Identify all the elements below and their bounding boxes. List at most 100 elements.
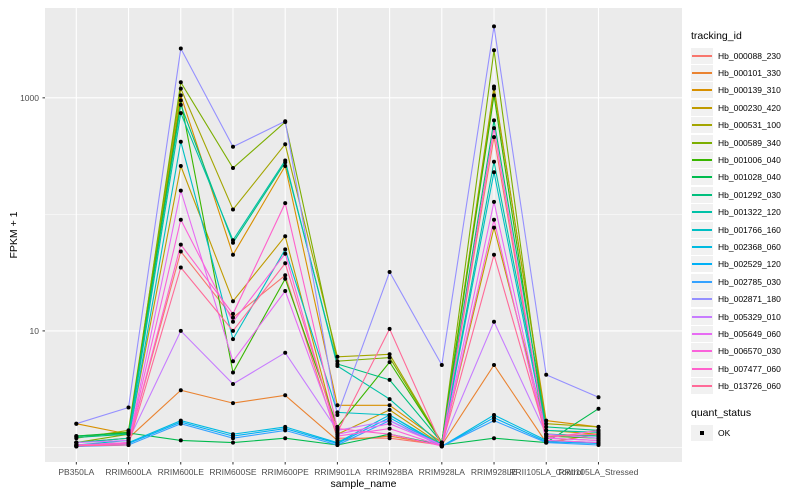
legend-line-icon xyxy=(692,141,712,144)
legend-line-icon xyxy=(692,245,712,248)
data-point xyxy=(387,426,392,431)
data-point xyxy=(492,170,496,175)
legend-line-icon xyxy=(692,298,712,301)
data-point xyxy=(283,158,288,163)
legend-line-icon xyxy=(692,89,712,92)
data-point xyxy=(387,377,392,382)
data-point xyxy=(231,401,235,406)
data-point xyxy=(387,270,392,274)
data-point xyxy=(178,93,183,98)
quant-status-legend: quant_status OK xyxy=(691,407,799,441)
panel-background xyxy=(45,8,682,462)
legend-line-icon xyxy=(692,332,712,335)
legend-item-label: Hb_000230_420 xyxy=(718,102,781,113)
data-point xyxy=(283,119,288,124)
data-point xyxy=(283,276,288,281)
legend-item-label: Hb_000589_340 xyxy=(718,137,781,148)
legend-item-label: Hb_000088_230 xyxy=(718,50,781,61)
legend-item-Hb_000101_330: Hb_000101_330 xyxy=(691,64,799,82)
x-tick-label: RRIM600LE xyxy=(157,467,204,477)
legend-line-icon xyxy=(692,228,712,231)
legend-item-Hb_005329_010: Hb_005329_010 xyxy=(691,308,799,325)
data-point xyxy=(492,252,496,257)
data-point xyxy=(126,443,131,447)
x-tick-label: RRIM600SE xyxy=(209,467,257,477)
data-point xyxy=(74,443,79,448)
data-point xyxy=(231,337,235,342)
data-point xyxy=(74,421,79,426)
legend-line-icon xyxy=(692,106,712,109)
data-point xyxy=(231,319,235,324)
data-point xyxy=(387,403,392,408)
data-point xyxy=(178,421,183,426)
data-point xyxy=(283,273,288,278)
data-point xyxy=(492,363,496,367)
data-point xyxy=(178,242,183,247)
data-point xyxy=(231,370,235,375)
data-point xyxy=(178,80,183,85)
data-point xyxy=(544,424,549,429)
y-tick-label: 10 xyxy=(29,325,39,336)
data-point xyxy=(387,415,392,420)
legend-key-swatch xyxy=(691,117,713,134)
data-point xyxy=(335,430,340,435)
data-point xyxy=(231,315,235,320)
data-point xyxy=(335,403,340,408)
legend-key-swatch xyxy=(691,82,713,99)
data-point xyxy=(335,364,340,368)
legend-items: Hb_000088_230 Hb_000101_330 Hb_000139_310 H… xyxy=(691,47,799,395)
legend-key-swatch xyxy=(691,360,713,377)
legend-item-Hb_001006_040: Hb_001006_040 xyxy=(691,151,799,169)
data-point xyxy=(492,93,496,98)
data-point xyxy=(387,418,392,423)
data-point xyxy=(178,188,183,193)
data-point xyxy=(492,24,496,29)
data-point xyxy=(387,352,392,357)
data-point xyxy=(283,436,288,441)
data-point xyxy=(126,432,131,437)
legend-item-label: Hb_002529_120 xyxy=(718,259,781,270)
legend-item-label: Hb_001766_160 xyxy=(718,224,781,235)
data-point xyxy=(492,319,496,324)
data-point xyxy=(283,289,288,293)
legend-item-Hb_006570_030: Hb_006570_030 xyxy=(691,343,799,360)
legend-key-swatch xyxy=(691,134,713,151)
x-tick-label: RRII105LA_Control xyxy=(509,467,584,477)
data-point xyxy=(178,98,183,103)
data-point xyxy=(178,111,183,116)
x-tick-label: RRIM928LE xyxy=(470,467,518,477)
data-point xyxy=(231,440,235,445)
data-point xyxy=(335,434,340,439)
data-point xyxy=(231,436,235,441)
data-point xyxy=(178,265,183,270)
legend-item-label: Hb_005329_010 xyxy=(718,311,781,322)
data-point xyxy=(126,405,131,410)
data-point xyxy=(544,418,549,423)
data-point xyxy=(231,207,235,212)
data-point xyxy=(596,432,601,437)
legend-item-Hb_001322_120: Hb_001322_120 xyxy=(691,204,799,221)
legend-item-Hb_002368_060: Hb_002368_060 xyxy=(691,238,799,255)
data-point xyxy=(596,428,601,433)
legend-item-label: Hb_001292_030 xyxy=(718,189,781,200)
legend-item-Hb_000139_310: Hb_000139_310 xyxy=(691,82,799,99)
legend-item-Hb_001766_160: Hb_001766_160 xyxy=(691,221,799,238)
legend-item-Hb_002871_180: Hb_002871_180 xyxy=(691,290,799,308)
legend-line-icon xyxy=(692,280,712,283)
legend-item-label: Hb_005649_060 xyxy=(718,328,781,339)
data-point xyxy=(387,360,392,365)
legend-item-Hb_001028_040: Hb_001028_040 xyxy=(691,169,799,186)
x-axis-title: sample_name xyxy=(330,478,397,490)
legend-line-icon xyxy=(692,315,712,318)
data-point xyxy=(178,102,183,107)
legend-item-label: Hb_013726_060 xyxy=(718,381,781,392)
legend-line-icon xyxy=(692,211,712,214)
data-point xyxy=(492,415,496,420)
x-tick-label: RRIM901LA xyxy=(314,467,361,477)
data-point xyxy=(492,199,496,204)
legend-item-label: Hb_000531_100 xyxy=(718,120,781,131)
y-axis-title: FPKM + 1 xyxy=(8,211,20,259)
x-tick-label: RRIM928LA xyxy=(418,467,465,477)
data-point xyxy=(544,434,549,439)
